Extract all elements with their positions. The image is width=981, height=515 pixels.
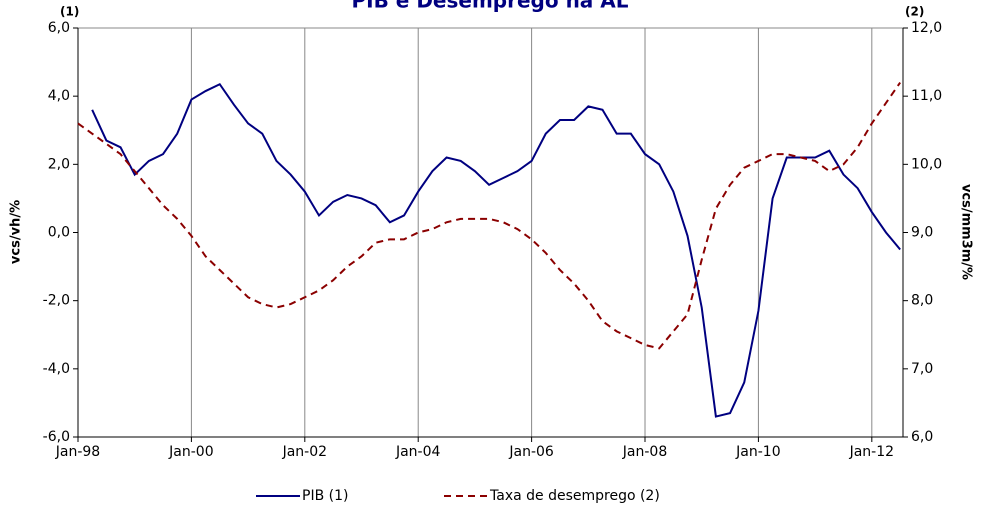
x-tick-label: Jan-12 bbox=[849, 444, 894, 460]
x-tick-label: Jan-04 bbox=[395, 444, 441, 460]
y2-axis-label: vcs/mm3m/% bbox=[959, 184, 974, 280]
y-tick-label: 0,0 bbox=[48, 225, 70, 241]
legend-label: Taxa de desemprego (2) bbox=[489, 488, 660, 504]
y-tick-label: -2,0 bbox=[43, 293, 70, 309]
y2-tick-label: 9,0 bbox=[911, 225, 933, 241]
y-tick-label: 2,0 bbox=[48, 156, 70, 172]
chart-title: PIB e Desemprego na AL bbox=[352, 0, 629, 13]
series-line bbox=[77, 81, 901, 350]
y-tick-label: 4,0 bbox=[48, 88, 70, 104]
y-axis-label: vcs/vh/% bbox=[9, 200, 24, 264]
series-line bbox=[91, 82, 901, 418]
y2-tick-label: 10,0 bbox=[911, 156, 942, 172]
x-tick-label: Jan-10 bbox=[735, 444, 780, 460]
legend-label: PIB (1) bbox=[302, 488, 348, 504]
plot-area bbox=[77, 27, 904, 438]
y-tick-label: -4,0 bbox=[43, 361, 70, 377]
y-tick-label: 6,0 bbox=[48, 20, 70, 36]
x-tick-label: Jan-98 bbox=[55, 444, 100, 460]
x-tick-label: Jan-00 bbox=[168, 444, 213, 460]
x-tick-label: Jan-08 bbox=[622, 444, 667, 460]
y2-tick-label: 11,0 bbox=[911, 88, 942, 104]
annotation: (2) bbox=[905, 5, 924, 19]
y-tick-label: -6,0 bbox=[43, 429, 70, 445]
annotation: (1) bbox=[60, 5, 79, 19]
y2-tick-label: 12,0 bbox=[911, 20, 942, 36]
x-tick-label: Jan-06 bbox=[508, 444, 554, 460]
y2-tick-label: 8,0 bbox=[911, 293, 933, 309]
y2-tick-label: 7,0 bbox=[911, 361, 933, 377]
x-tick-label: Jan-02 bbox=[282, 444, 327, 460]
y2-tick-label: 6,0 bbox=[911, 429, 933, 445]
